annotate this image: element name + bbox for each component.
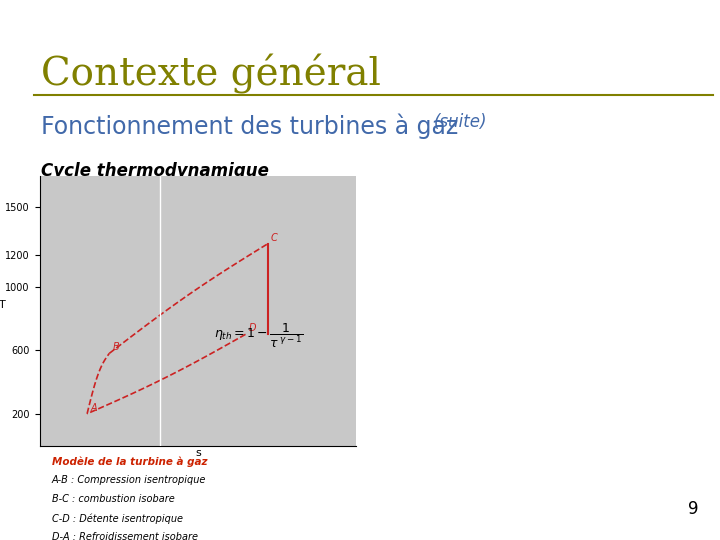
Text: Modèle de la turbine à gaz: Modèle de la turbine à gaz — [52, 456, 207, 467]
Text: Fonctionnement des turbines à gaz: Fonctionnement des turbines à gaz — [41, 113, 459, 139]
Text: $\eta_{th} = 1 - \dfrac{1}{\tau^{\,\gamma-1}}$: $\eta_{th} = 1 - \dfrac{1}{\tau^{\,\gamm… — [214, 322, 303, 350]
Text: Cycle thermodynamique: Cycle thermodynamique — [41, 162, 269, 180]
Text: B-C : combustion isobare: B-C : combustion isobare — [52, 494, 174, 504]
Text: Contexte général: Contexte général — [41, 54, 381, 94]
Text: D: D — [248, 323, 256, 333]
Text: A-B : Compression isentropique: A-B : Compression isentropique — [52, 475, 206, 485]
Text: 9: 9 — [688, 501, 699, 518]
Y-axis label: T: T — [0, 300, 6, 310]
Text: D-A : Refroidissement isobare: D-A : Refroidissement isobare — [52, 532, 198, 540]
Text: B: B — [112, 342, 120, 352]
Text: A: A — [90, 402, 97, 413]
Text: C: C — [271, 233, 278, 242]
Text: (suite): (suite) — [433, 113, 487, 131]
X-axis label: s: s — [195, 448, 201, 458]
Text: C-D : Détente isentropique: C-D : Détente isentropique — [52, 513, 183, 523]
